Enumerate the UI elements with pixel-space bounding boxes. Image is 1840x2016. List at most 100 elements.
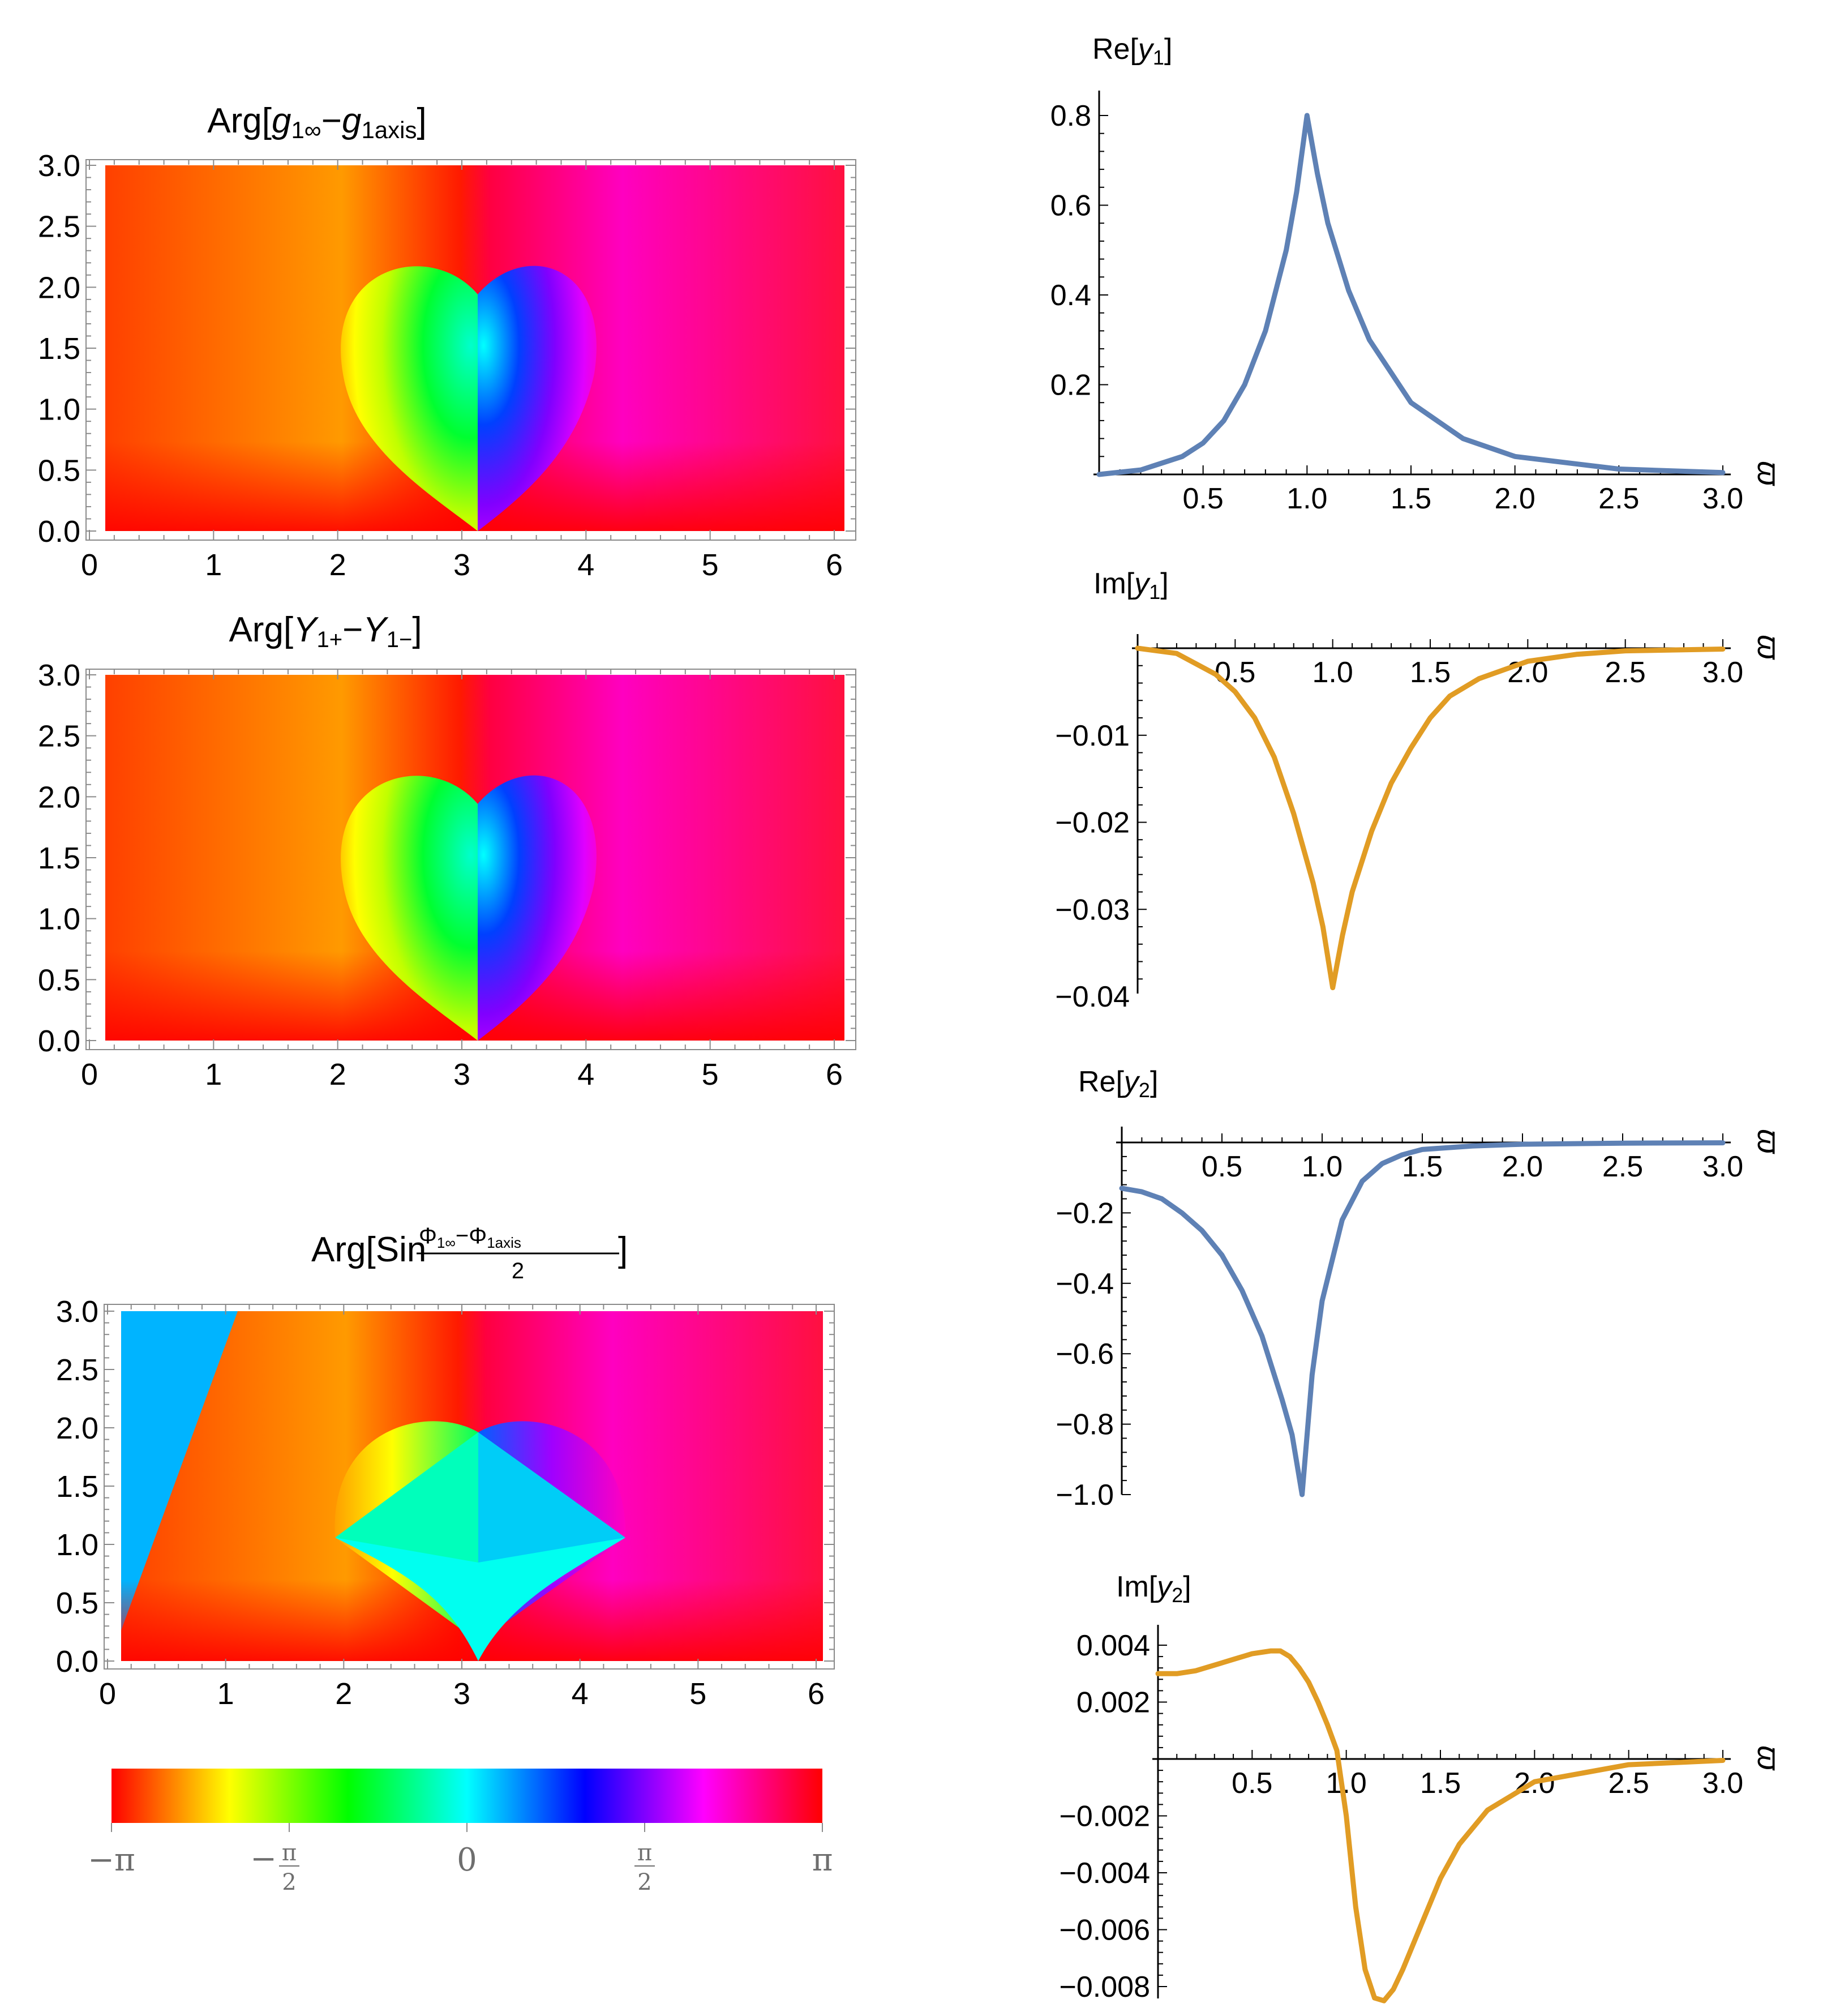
phase-plot-1-frame [85, 159, 856, 541]
phase-plot-3: Arg[Sin Φ1∞−Φ1axis 2 ] 0 1 2 3 4 5 6 0.0 0.5 1.0 1… [56, 1223, 835, 1711]
x-tick-label: 4 [577, 1058, 594, 1092]
x-tick-label: 3 [453, 548, 470, 582]
x-tick-label: 4 [577, 548, 594, 582]
svg-text:−π: −π [88, 1842, 135, 1878]
x-tick-label: 3.0 [1702, 1767, 1743, 1800]
series-line [1155, 1648, 1726, 2004]
svg-text:2: 2 [512, 1259, 524, 1283]
y-tick-label: 1.5 [38, 332, 80, 366]
y-tick-label: 3.0 [56, 1295, 98, 1329]
x-tick-label: 1.0 [1326, 1767, 1367, 1800]
x-tick-label: 2.5 [1605, 656, 1646, 689]
x-tick-label: 1.5 [1391, 482, 1431, 515]
y-tick-label: 0.002 [1076, 1687, 1150, 1719]
series-line [1135, 645, 1726, 991]
y-tick-label: −0.02 [1055, 807, 1130, 840]
svg-text:]: ] [618, 1230, 628, 1269]
y-tick-label: 3.0 [38, 658, 80, 692]
y-tick-label: 0.5 [56, 1586, 98, 1620]
phase-plot-3-image [121, 1311, 823, 1661]
x-tick-label: 3 [453, 1677, 470, 1711]
line-plot-im-y1: Im[y1]0.5 1.0 1.5 2.0 2.5 3.0ϖ−0.01−0.02−0.03… [1055, 567, 1787, 1013]
x-tick-label: 0 [99, 1677, 116, 1711]
svg-text:Φ1∞−Φ1axis: Φ1∞−Φ1axis [419, 1223, 521, 1251]
y-tick-label: −0.04 [1055, 981, 1130, 1013]
y-tick-label: −0.01 [1055, 720, 1130, 752]
y-tick-label: −0.2 [1056, 1197, 1114, 1230]
svg-text:−: − [250, 1840, 277, 1877]
x-tick-label: 1 [205, 548, 222, 582]
x-tick-label: 1 [217, 1677, 234, 1711]
x-tick-label: 2 [335, 1677, 352, 1711]
x-tick-label: 0.5 [1215, 656, 1255, 689]
phase-plot-1: Arg[g1∞−g1axis] 0 1 2 3 4 5 6 0.0 0.5 1.0 1.5 2.0 2.… [38, 101, 856, 582]
y-tick-label: −1.0 [1056, 1479, 1114, 1512]
y-tick-label: 0.8 [1050, 100, 1091, 132]
x-tick-label: 2 [329, 548, 346, 582]
colorbar-tick-label: −π [88, 1842, 135, 1878]
svg-text:2: 2 [637, 1869, 651, 1895]
svg-text:π: π [637, 1840, 652, 1866]
x-tick-label: 2.0 [1495, 482, 1536, 515]
colorbar-tick-label: π2 [634, 1840, 655, 1895]
x-tick-label: 3.0 [1702, 482, 1743, 515]
x-tick-label: 2 [329, 1058, 346, 1092]
y-tick-label: 3.0 [38, 149, 80, 183]
y-tick-label: 1.0 [56, 1528, 98, 1562]
y-tick-label: −0.008 [1060, 1971, 1151, 2004]
y-tick-label: 0.6 [1050, 190, 1091, 222]
x-tick-label: 5 [689, 1677, 706, 1711]
y-tick-label: −0.6 [1056, 1338, 1114, 1371]
phase-plot-3-title: Arg[Sin Φ1∞−Φ1axis 2 ] [311, 1223, 628, 1283]
colorbar: −π − π20 π2π [88, 1769, 833, 1895]
svg-text:0: 0 [457, 1842, 477, 1878]
x-axis-label: ϖ [1751, 1745, 1787, 1771]
phase-plot-2-frame [85, 669, 856, 1050]
x-tick-label: 1.0 [1286, 482, 1327, 515]
x-tick-label: 1.0 [1313, 656, 1353, 689]
y-tick-label: −0.006 [1060, 1914, 1151, 1947]
y-tick-label: 0.4 [1050, 279, 1091, 312]
x-tick-label: 2.5 [1609, 1767, 1649, 1800]
x-tick-label: 2.5 [1602, 1150, 1643, 1183]
series-line [1119, 1140, 1726, 1497]
svg-text:π: π [812, 1842, 833, 1878]
y-tick-label: −0.8 [1056, 1409, 1114, 1441]
y-tick-label: 0.5 [38, 453, 80, 487]
x-tick-label: 0 [81, 1058, 98, 1092]
x-tick-label: 1 [205, 1058, 222, 1092]
y-tick-label: 2.5 [38, 210, 80, 244]
phase-plot-2-ticks: 0 1 2 3 4 5 6 0.0 0.5 1.0 1.5 2.0 2.5 3.0 [38, 658, 856, 1092]
y-tick-label: 1.5 [38, 841, 80, 875]
y-tick-label: −0.03 [1055, 893, 1130, 926]
line-plot-title: Re[y2] [1078, 1065, 1158, 1102]
x-tick-label: 4 [572, 1677, 589, 1711]
x-tick-label: 2.5 [1598, 482, 1639, 515]
x-tick-label: 6 [826, 1058, 843, 1092]
y-tick-label: 2.0 [38, 271, 80, 305]
x-axis-label: ϖ [1751, 1129, 1787, 1154]
phase-plot-2: Arg[Y1+−Y1−] 0 1 2 3 4 5 6 0.0 0.5 1.0 1.5 2.0 2.5 3.… [38, 610, 856, 1092]
y-tick-label: 2.0 [56, 1411, 98, 1445]
svg-text:2: 2 [282, 1869, 296, 1895]
y-tick-label: 0.0 [56, 1645, 98, 1679]
y-tick-label: 2.0 [38, 780, 80, 814]
x-tick-label: 0.5 [1183, 482, 1224, 515]
x-axis-label: ϖ [1751, 461, 1787, 486]
line-plot-re-y2: Re[y2] 0.5 1.0 1.5 2.0 2.5 3.0 ϖ −0.2 −0.4 −0.6 −0.… [1056, 1065, 1787, 1512]
x-tick-label: 1.0 [1302, 1150, 1343, 1183]
phase-plot-3-ticks: 0 1 2 3 4 5 6 0.0 0.5 1.0 1.5 2.0 2.5 3.0 [56, 1295, 834, 1711]
x-tick-label: 0.5 [1232, 1767, 1272, 1800]
y-tick-label: 0.004 [1076, 1629, 1150, 1662]
y-tick-label: 2.5 [56, 1353, 98, 1387]
colorbar-tick-label: π [812, 1842, 833, 1878]
x-tick-label: 1.5 [1402, 1150, 1443, 1183]
y-tick-label: −0.4 [1056, 1268, 1114, 1300]
line-plot-re-y1: Re[y1] 0.5 1.0 1.5 2.0 2.5 3.0 ϖ 0.2 0.4 0.6 0.8 [1050, 33, 1787, 515]
x-tick-label: 6 [826, 548, 843, 582]
x-tick-label: 1.5 [1410, 656, 1451, 689]
y-tick-label: 2.5 [38, 720, 80, 754]
line-plot-title: Re[y1] [1092, 33, 1172, 69]
y-tick-label: 1.0 [38, 902, 80, 936]
x-axis-label: ϖ [1751, 635, 1787, 660]
